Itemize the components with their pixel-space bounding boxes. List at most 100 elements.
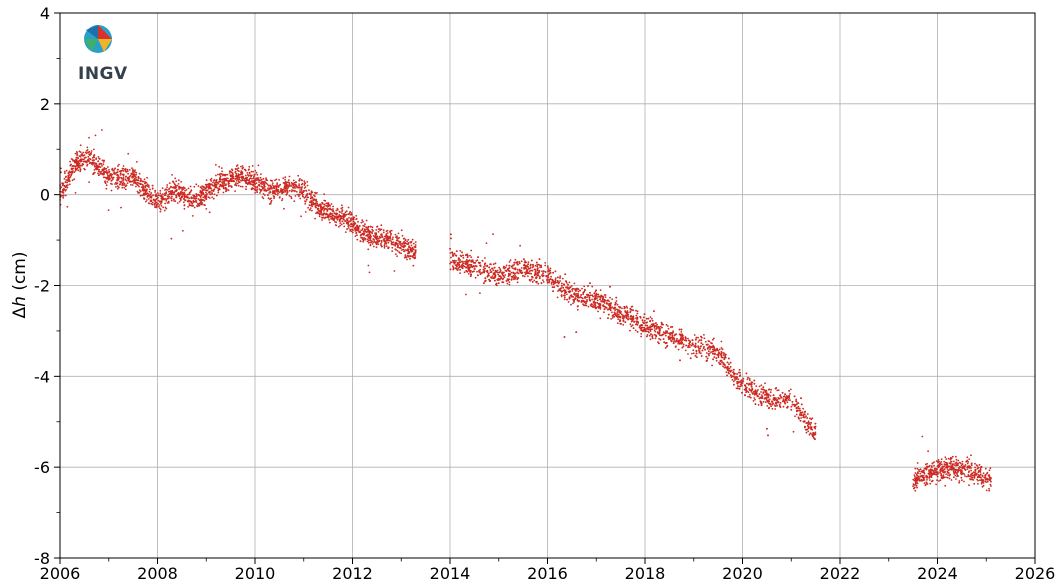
data-point [532,263,534,266]
data-point [231,176,234,179]
data-point [586,299,588,301]
data-point [344,211,347,214]
data-point [200,202,203,204]
data-point [631,315,633,318]
data-point [483,282,485,285]
data-point [373,238,375,241]
data-point [234,190,237,193]
data-point [254,169,257,172]
data-point [394,244,397,247]
data-point [67,174,70,177]
data-point [284,189,286,192]
data-point [374,236,376,239]
data-point [144,180,146,183]
data-point [93,148,95,151]
data-point [273,197,275,200]
data-point [461,267,464,270]
data-point [550,281,553,284]
data-point [389,236,391,239]
data-point [135,161,138,163]
data-point [341,206,344,209]
data-point [777,389,780,391]
data-point [676,340,679,343]
data-point [795,400,798,403]
data-point [323,205,325,208]
data-point [318,212,321,215]
data-point [510,271,513,274]
data-point [684,337,687,340]
data-point [498,266,501,269]
data-point [494,262,497,265]
data-point [470,249,473,252]
data-point [185,196,187,198]
data-point [159,201,162,203]
data-point [255,182,258,185]
data-point [802,420,805,423]
data-point [400,252,402,255]
data-point [559,277,561,279]
data-point [306,181,309,183]
data-point [234,171,237,174]
data-point [687,353,689,355]
data-point [65,169,68,172]
data-point [183,204,186,206]
data-point [254,183,256,186]
data-point [458,266,461,269]
data-point [622,323,625,326]
data-point [575,287,578,290]
data-point [608,300,610,303]
data-point [693,334,696,336]
data-point [476,270,478,273]
data-point [506,282,509,285]
data-point [251,174,253,177]
data-point [292,179,295,182]
data-point [755,385,758,387]
data-point [146,199,148,201]
data-point [404,254,407,256]
data-point [804,411,806,413]
data-point [132,168,134,171]
data-point [228,172,231,174]
data-point [144,182,146,185]
data-point [465,266,467,269]
data-point [229,170,232,173]
data-point [752,400,755,402]
data-point [293,200,296,203]
data-point [795,407,798,410]
data-point [737,378,740,381]
data-point [355,232,358,235]
data-point [808,422,811,425]
data-point [469,254,471,257]
data-point [335,213,338,216]
data-point [477,274,479,277]
data-point [764,401,767,403]
data-point [257,164,260,167]
data-point [191,205,194,207]
data-point [791,403,794,406]
data-point [77,169,80,172]
data-point [268,192,270,194]
data-point [375,242,377,245]
data-point [413,257,416,260]
data-point [102,161,105,163]
data-point [599,307,602,310]
data-point [330,208,333,211]
data-point [567,287,569,290]
data-point [197,198,200,200]
data-point [567,290,570,293]
data-point [464,260,466,263]
data-point [692,352,695,355]
data-point [290,197,293,200]
data-point [118,176,121,179]
data-point [484,267,486,270]
data-point [714,349,717,352]
data-point [102,163,105,166]
data-point [477,261,480,264]
data-point [407,255,410,258]
data-point [121,186,124,189]
data-point [658,342,660,345]
data-point [481,259,484,262]
data-point [360,229,363,232]
data-point [341,212,343,215]
data-point [677,342,680,345]
